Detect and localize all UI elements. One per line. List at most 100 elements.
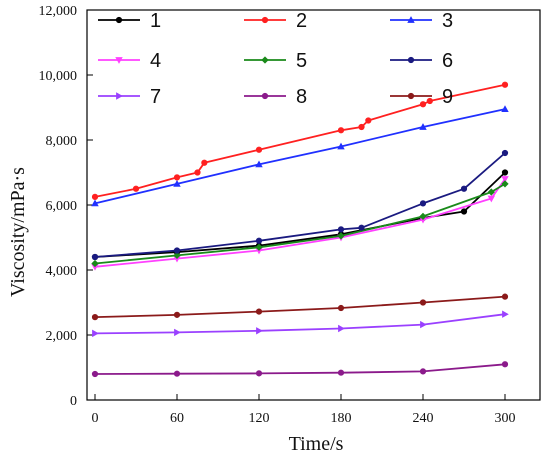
point-marker [501, 180, 509, 188]
legend-item-7: 7 [98, 86, 161, 108]
point-marker [173, 180, 181, 187]
point-marker [173, 251, 181, 259]
point-marker [358, 123, 365, 131]
x-axis-title: Time/s [289, 433, 344, 455]
point-marker [487, 188, 495, 196]
point-marker [419, 101, 427, 108]
point-marker [407, 16, 415, 23]
x-tick-label: 60 [170, 411, 184, 426]
point-marker [426, 97, 433, 105]
point-marker [419, 299, 427, 306]
point-marker [255, 370, 263, 377]
legend-label: 6 [442, 50, 453, 72]
point-marker [501, 149, 509, 157]
y-tick-label: 12,000 [39, 4, 78, 19]
point-marker [487, 195, 496, 203]
point-marker [173, 370, 181, 377]
legend-item-8: 8 [244, 86, 307, 108]
series-line [94, 363, 506, 375]
point-marker [337, 304, 345, 312]
point-marker [338, 324, 345, 333]
x-tick-label: 0 [92, 411, 99, 426]
legend-item-2: 2 [244, 10, 307, 32]
point-marker [194, 169, 201, 176]
point-marker [337, 369, 345, 376]
series-7 [92, 310, 509, 338]
point-marker [337, 127, 345, 134]
point-marker [501, 105, 509, 112]
legend-item-6: 6 [390, 50, 453, 72]
x-tick-label: 180 [331, 411, 352, 426]
legend-label: 9 [442, 86, 453, 108]
point-marker [115, 57, 123, 64]
point-marker [255, 146, 263, 153]
series-line [94, 152, 506, 258]
series-2 [91, 81, 509, 200]
point-marker [91, 193, 99, 200]
y-tick-label: 10,000 [39, 69, 78, 84]
point-marker [365, 117, 372, 124]
point-marker [460, 208, 468, 215]
point-marker [116, 92, 123, 100]
series-line [94, 313, 506, 335]
series-5 [91, 180, 509, 268]
series-line [94, 108, 506, 205]
point-marker [92, 329, 99, 338]
legend-item-3: 3 [390, 10, 453, 32]
legend-item-9: 9 [390, 86, 453, 108]
series-4 [91, 176, 509, 271]
legend: 1 2 3 4 5 6 7 8 9 [98, 10, 453, 108]
point-marker [91, 370, 99, 378]
series-3 [91, 105, 509, 207]
y-tick-label: 2,000 [46, 329, 78, 344]
point-marker [255, 237, 263, 244]
legend-item-5: 5 [244, 50, 307, 72]
legend-item-4: 4 [98, 50, 161, 72]
point-marker [337, 232, 345, 240]
x-tick-label: 300 [495, 411, 516, 426]
series-line [94, 295, 506, 318]
y-axis-title: Viscosity/mPa·s [7, 167, 29, 297]
point-marker [501, 81, 509, 88]
axes: 0 2,000 4,000 6,000 8,000 10,000 12,000 0 60 120 1… [39, 4, 541, 426]
y-tick-label: 0 [70, 394, 77, 409]
x-tick-label: 120 [249, 411, 270, 426]
point-marker [255, 308, 263, 315]
legend-label: 4 [150, 50, 161, 72]
series-9 [91, 293, 509, 321]
point-marker [173, 247, 181, 254]
x-tick-label: 240 [413, 411, 434, 426]
point-marker [201, 159, 208, 166]
point-marker [460, 185, 468, 192]
point-marker [91, 259, 99, 268]
legend-label: 2 [296, 10, 307, 32]
y-tick-label: 4,000 [46, 264, 78, 279]
point-marker [337, 226, 345, 233]
point-marker [419, 368, 427, 375]
y-tick-label: 6,000 [46, 199, 78, 214]
legend-label: 1 [150, 10, 161, 32]
point-marker [91, 253, 99, 261]
point-marker [174, 328, 181, 337]
point-marker [256, 327, 263, 335]
legend-label: 7 [150, 86, 161, 108]
point-marker [91, 314, 99, 321]
point-marker [419, 200, 427, 207]
legend-item-1: 1 [98, 10, 161, 32]
y-tick-label: 8,000 [46, 134, 78, 149]
point-marker [420, 320, 427, 329]
point-marker [407, 92, 415, 100]
point-marker [501, 169, 509, 176]
series-8 [91, 361, 509, 378]
point-marker [173, 174, 181, 181]
point-marker [132, 185, 140, 192]
point-marker [261, 56, 269, 64]
point-marker [407, 56, 415, 64]
point-marker [261, 16, 269, 24]
series-layer [91, 81, 509, 378]
point-marker [419, 123, 427, 130]
point-marker [501, 293, 509, 300]
point-marker [255, 243, 263, 251]
point-marker [337, 142, 345, 150]
